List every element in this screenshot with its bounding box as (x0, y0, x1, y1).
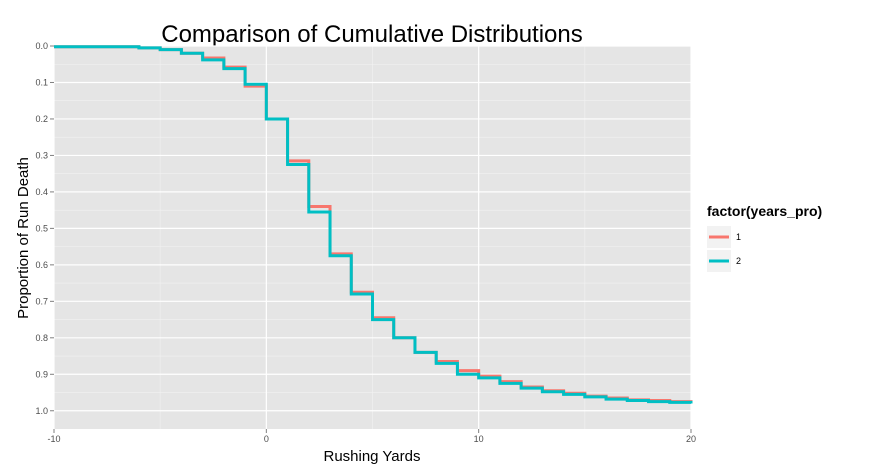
y-tick-label: 0.2 (35, 114, 48, 124)
x-tick-label: 20 (686, 434, 696, 444)
y-tick-label: 0.3 (35, 150, 48, 160)
x-axis: -10 0 10 20 (47, 429, 696, 444)
x-tick-label: 10 (474, 434, 484, 444)
x-tick-label: -10 (47, 434, 60, 444)
y-tick-label: 0.4 (35, 187, 48, 197)
grid-lines (53, 45, 692, 429)
x-tick-label: 0 (264, 434, 269, 444)
legend-label-2: 2 (736, 256, 741, 266)
legend-title: factor(years_pro) (707, 203, 822, 219)
y-tick-label: 0.1 (35, 77, 48, 87)
y-tick-label: 0.0 (35, 41, 48, 51)
series-layer (54, 45, 693, 404)
legend: factor(years_pro) 1 2 (707, 203, 822, 272)
y-tick-label: 0.6 (35, 260, 48, 270)
y-tick-label: 1.0 (35, 406, 48, 416)
chart-title: Comparison of Cumulative Distributions (161, 21, 583, 48)
y-tick-label: 0.5 (35, 223, 48, 233)
legend-label-1: 1 (736, 232, 741, 242)
y-axis-title: Proportion of Run Death (15, 157, 32, 319)
series-line-2 (54, 45, 693, 404)
y-tick-label: 0.7 (35, 296, 48, 306)
y-tick-label: 0.9 (35, 369, 48, 379)
y-tick-label: 0.8 (35, 333, 48, 343)
x-axis-title: Rushing Yards (323, 448, 420, 465)
y-axis: 0.0 0.1 0.2 0.3 0.4 0.5 0.6 0.7 0.8 0.9 1.0 (35, 41, 54, 416)
